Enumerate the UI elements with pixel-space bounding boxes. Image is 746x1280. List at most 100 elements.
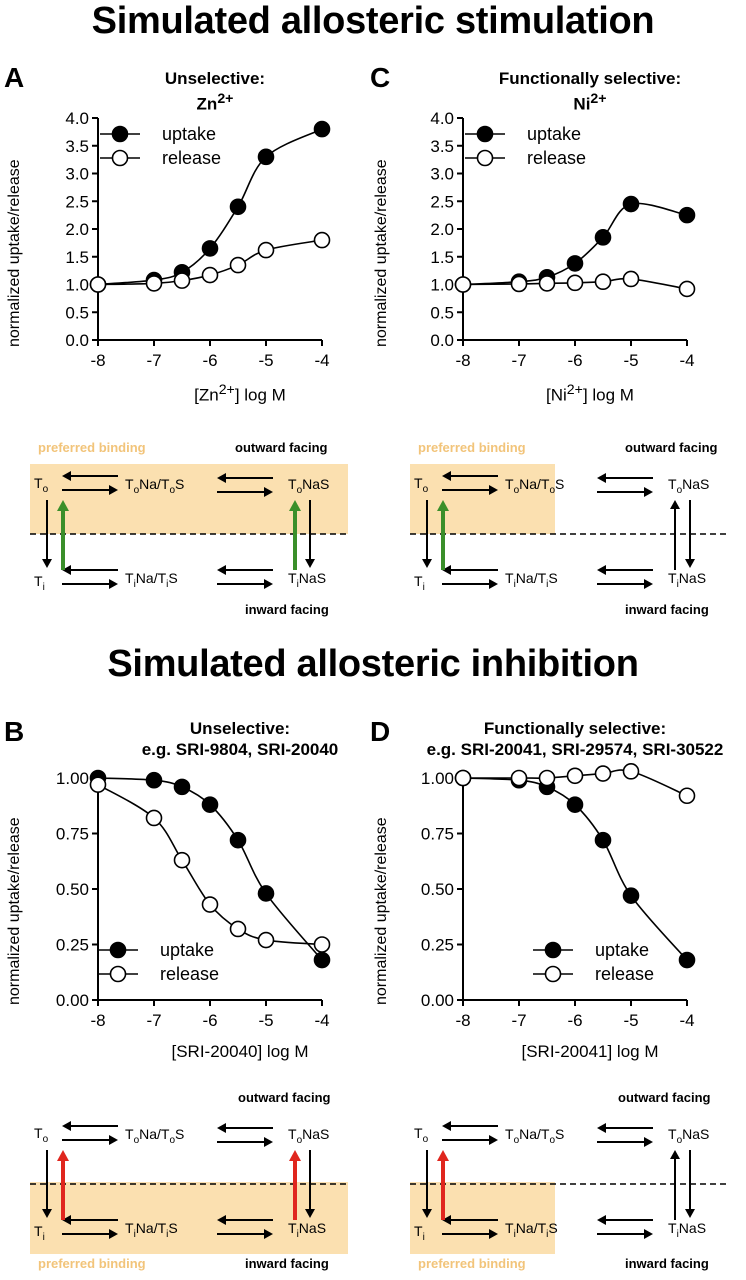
x-tick-label: -4 (314, 1011, 329, 1030)
arrow-bottom-left-back-head (442, 565, 451, 575)
data-point-release (566, 767, 584, 785)
data-point-uptake (566, 796, 584, 813)
outward-facing-label: outward facing (625, 440, 718, 455)
outward-facing-label: outward facing (238, 1090, 331, 1105)
data-point-release (145, 809, 163, 827)
panel-c-heading: Functionally selective: Ni2+ (465, 68, 715, 115)
arrow-bottom-right-back-head (597, 565, 606, 575)
arrow-top-left-back-head (442, 471, 451, 481)
data-point-release (173, 851, 191, 869)
data-point-uptake (622, 195, 640, 213)
legend-label-uptake: uptake (160, 940, 214, 960)
data-point-uptake (678, 951, 696, 969)
y-tick-label: 4.0 (65, 109, 89, 128)
x-tick-label: -6 (202, 1011, 217, 1030)
legend-marker-release (111, 149, 129, 167)
outward-facing-label: outward facing (618, 1090, 711, 1105)
arrow-right-up-head (289, 1150, 301, 1161)
y-tick-label: 3.0 (65, 165, 89, 184)
arrow-top-left-fwd-head (109, 1135, 118, 1145)
y-tick-label: 0.25 (56, 936, 89, 955)
data-point-uptake (201, 796, 219, 813)
preferred-binding-label: preferred binding (38, 1256, 146, 1271)
arrow-right-down-head (305, 1209, 315, 1218)
x-tick-label: -8 (90, 351, 105, 370)
arrow-top-right-back-head (217, 1123, 226, 1133)
y-tick-label: 3.0 (430, 165, 454, 184)
data-point-release (454, 769, 472, 787)
panel-b-heading-line1: Unselective: (189, 719, 291, 738)
panel-a-heading-line2: Zn2+ (196, 91, 234, 114)
panel-letter-b: B (4, 716, 25, 747)
data-point-uptake (229, 831, 247, 849)
arrow-top-left-fwd-head (489, 1135, 498, 1145)
state-tonas: ToNaS (668, 476, 710, 496)
y-tick-label: 1.00 (56, 769, 89, 788)
data-point-release (145, 275, 163, 292)
scheme-b: To ToNa/ToS ToNaS Ti TiNa/TiS TiNaS preferred … (30, 1090, 360, 1271)
state-tinas: TiNaS (668, 1220, 707, 1240)
legend-label-uptake: uptake (527, 124, 581, 144)
panel-b-xlabel: [SRI-20040] log M (171, 1042, 309, 1061)
state-ti: Ti (414, 1223, 425, 1243)
stimulation-title: Simulated allosteric stimulation (91, 0, 655, 42)
inward-facing-label: inward facing (625, 602, 709, 617)
arrow-left-up-head (437, 500, 449, 511)
inward-facing-label: inward facing (245, 1256, 329, 1271)
arrow-right-down-head (685, 1209, 695, 1218)
arrow-bottom-right-fwd-head (644, 579, 653, 589)
y-tick-label: 0.5 (65, 303, 89, 322)
panel-b-heading-line2: e.g. SRI-9804, SRI-20040 (141, 740, 339, 759)
preferred-binding-region (410, 1182, 555, 1254)
y-tick-label: 1.0 (430, 276, 454, 295)
y-tick-label: 1.5 (65, 248, 89, 267)
data-point-uptake (678, 206, 696, 224)
arrow-bottom-left-fwd-head (489, 579, 498, 589)
data-point-uptake (145, 771, 163, 789)
y-tick-label: 3.5 (65, 137, 89, 156)
state-tonas: ToNaS (668, 1126, 710, 1146)
data-point-uptake (313, 951, 331, 969)
preferred-binding-region (30, 1182, 348, 1254)
series-line-uptake (462, 202, 688, 286)
arrow-bottom-right-back-head (217, 1215, 226, 1225)
data-point-release (510, 769, 528, 787)
data-point-release (538, 769, 556, 787)
arrow-top-left-fwd-head (489, 485, 498, 495)
y-tick-label: 2.0 (65, 220, 89, 239)
x-tick-label: -7 (146, 351, 161, 370)
arrow-left-down-head (42, 1209, 52, 1218)
y-tick-label: 0.00 (56, 991, 89, 1010)
panel-d-heading: Functionally selective: e.g. SRI-20041, … (410, 718, 740, 760)
x-tick-label: -5 (623, 351, 638, 370)
data-point-release (229, 920, 247, 938)
legend-marker-release (476, 149, 494, 167)
state-tina-tis: TiNa/TiS (125, 1220, 178, 1240)
panel-a-heading: Unselective: Zn2+ (90, 68, 340, 115)
y-tick-label: 0.50 (421, 880, 454, 899)
arrow-top-left-back-head (442, 1121, 451, 1131)
panel-a-xlabel: [Zn2+] log M (194, 382, 286, 405)
arrow-bottom-left-fwd-head (109, 579, 118, 589)
arrow-top-left-back-head (62, 471, 71, 481)
legend-label-release: release (527, 148, 586, 168)
arrow-top-right-back-head (597, 473, 606, 483)
arrow-right-up-head (670, 500, 680, 509)
y-tick-label: 2.0 (430, 220, 454, 239)
data-point-release (313, 231, 331, 249)
preferred-binding-region (410, 464, 555, 534)
y-tick-label: 3.5 (430, 137, 454, 156)
chart-b: 0.00 0.25 0.50 0.75 1.00 -8 -7 -6 -5 -4 uptake rele… (56, 769, 331, 1030)
state-tona-tos: ToNa/ToS (125, 1126, 185, 1146)
y-tick-label: 0.00 (421, 991, 454, 1010)
scheme-a: To ToNa/ToS ToNaS Ti TiNa/TiS TiNaS preferred … (30, 440, 360, 617)
panel-d-heading-line2: e.g. SRI-20041, SRI-29574, SRI-30522 (426, 740, 724, 759)
arrow-bottom-left-back-head (62, 1215, 71, 1225)
data-point-release (678, 787, 696, 805)
state-tona-tos: ToNa/ToS (505, 476, 565, 496)
chart-c: 0.0 0.5 1.0 1.5 2.0 2.5 3.0 3.5 4.0 -8 -7 -6 -5 -4 upt… (430, 109, 696, 370)
panel-a-ylabel: normalized uptake/release (6, 159, 23, 347)
data-point-uptake (257, 885, 275, 902)
panel-b-ylabel: normalized uptake/release (6, 817, 23, 1005)
scheme-graphics (410, 1121, 728, 1254)
